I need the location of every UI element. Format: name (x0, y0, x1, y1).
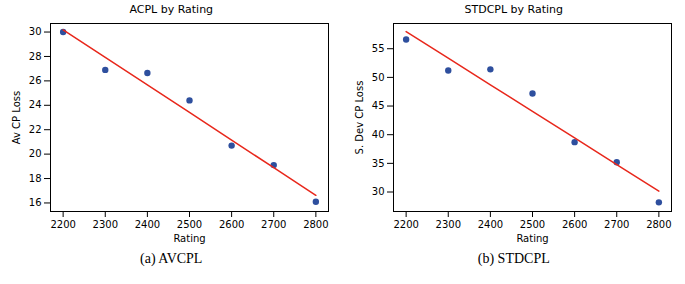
svg-text:26: 26 (29, 75, 42, 86)
svg-text:22: 22 (29, 124, 42, 135)
svg-text:Rating: Rating (516, 233, 548, 244)
svg-text:55: 55 (372, 43, 385, 54)
svg-text:2500: 2500 (520, 219, 545, 230)
svg-text:2200: 2200 (393, 219, 418, 230)
svg-text:2700: 2700 (604, 219, 629, 230)
svg-text:30: 30 (29, 26, 42, 37)
svg-text:24: 24 (29, 99, 42, 110)
html-text:STDCPL by Rating: STDCPL by Rating (464, 3, 563, 16)
svg-text:2200: 2200 (51, 219, 76, 230)
html-text:(b) STDCPL: (b) STDCPL (477, 251, 550, 266)
html-text:(a) AVCPL: (a) AVCPL (140, 251, 203, 266)
svg-text:16: 16 (29, 197, 42, 208)
svg-text:2300: 2300 (93, 219, 118, 230)
svg-text:45: 45 (372, 100, 385, 111)
svg-text:28: 28 (29, 51, 42, 62)
svg-text:2600: 2600 (219, 219, 244, 230)
svg-text:50: 50 (372, 72, 385, 83)
svg-text:2800: 2800 (303, 219, 328, 230)
svg-text:2700: 2700 (261, 219, 286, 230)
svg-text:30: 30 (372, 186, 385, 197)
html-text:ACPL by Rating: ACPL by Rating (129, 3, 214, 16)
svg-text:2800: 2800 (646, 219, 671, 230)
svg-text:S. Dev CP Loss: S. Dev CP Loss (353, 81, 364, 155)
svg-text:40: 40 (372, 129, 385, 140)
svg-text:Av CP Loss: Av CP Loss (11, 91, 22, 144)
svg-text:2300: 2300 (435, 219, 460, 230)
svg-text:2500: 2500 (177, 219, 202, 230)
svg-text:Rating: Rating (174, 233, 206, 244)
svg-text:2400: 2400 (135, 219, 160, 230)
svg-text:2400: 2400 (477, 219, 502, 230)
svg-text:18: 18 (29, 173, 42, 184)
svg-text:2600: 2600 (562, 219, 587, 230)
svg-text:35: 35 (372, 158, 385, 169)
svg-text:20: 20 (29, 148, 42, 159)
